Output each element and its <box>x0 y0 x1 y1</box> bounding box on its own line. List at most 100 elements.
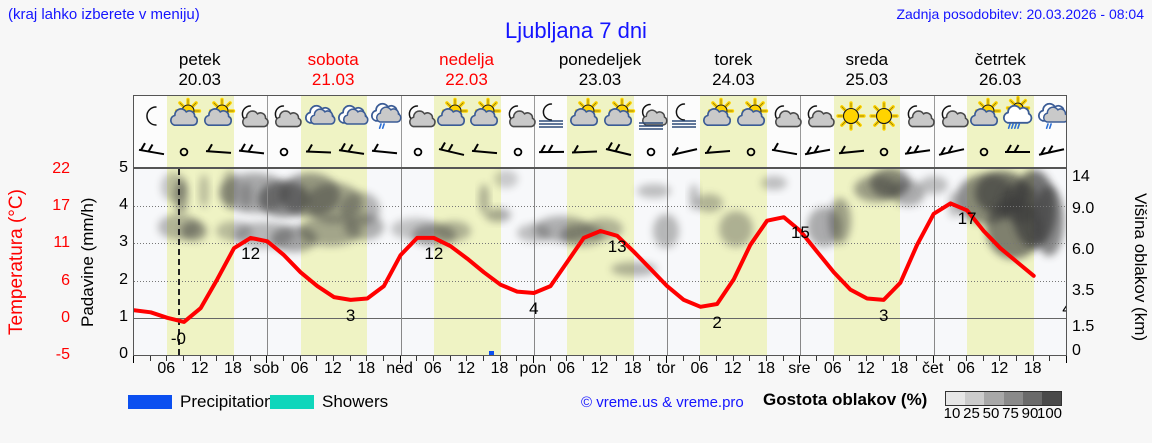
last-update-label: Zadnja posodobitev: 20.03.2026 - 08:04 <box>896 6 1144 22</box>
time-tick <box>832 356 834 361</box>
weather-icon-sun-cloud <box>468 97 502 137</box>
legend-precipitation: Precipitation <box>128 392 274 412</box>
time-label-12: 12 <box>190 360 209 377</box>
time-label-06: 06 <box>557 360 576 377</box>
zero-degree-line <box>134 318 1066 319</box>
cloud-height-tick-9.0: 9.0 <box>1072 199 1095 217</box>
weather-icon-moon-cloud <box>768 97 802 137</box>
weather-icon-sun <box>835 97 868 137</box>
temperature-value-label: 4 <box>529 299 539 318</box>
time-label-12: 12 <box>990 360 1009 377</box>
time-label-12: 12 <box>723 360 742 377</box>
weather-icon-moon-cloud <box>935 97 969 137</box>
time-tick <box>1066 356 1067 363</box>
weather-icon-moon-cloud <box>801 97 836 137</box>
time-tick <box>949 356 951 361</box>
weather-icon-moon-cloud <box>901 97 936 137</box>
weather-icon-sun-cloud <box>202 97 235 137</box>
day-gridline-5 <box>800 169 801 355</box>
time-label-sre: sre <box>788 360 811 377</box>
time-tick <box>266 356 268 363</box>
weather-icon-moon-cloud <box>235 97 269 137</box>
wind-barb-icon <box>1001 138 1034 166</box>
wind-barb-icon <box>801 138 834 166</box>
day-header-4: torek 24.03 <box>667 50 800 92</box>
temperature-value-label: 12 <box>424 243 444 263</box>
wind-barb-icon <box>635 138 668 166</box>
wind-barb-icon <box>935 138 968 166</box>
time-tick <box>699 356 701 361</box>
time-tick <box>249 356 251 361</box>
temperature-tick-0: 0 <box>61 308 70 326</box>
time-tick <box>316 356 318 361</box>
weather-icon-sun-cloud <box>568 97 602 137</box>
temperature-axis-title: Temperatura (°C) <box>6 189 27 336</box>
day-header-row: petek 20.03 sobota 21.03 nedelja 22.03 ponedel… <box>133 50 1067 92</box>
weather-icon-sun-cloud <box>168 97 202 137</box>
weather-icon-sun-cloud <box>701 97 735 137</box>
day-name: torek <box>714 50 753 69</box>
temperature-tick--5: -5 <box>55 346 70 363</box>
time-tick <box>732 356 734 361</box>
day-gridline-4 <box>667 169 668 355</box>
time-tick <box>816 356 818 361</box>
temperature-value-label: -0 <box>170 328 186 348</box>
weather-icon-cloud-rain <box>1001 96 1034 137</box>
day-name: četrtek <box>974 50 1026 69</box>
time-tick <box>149 356 151 361</box>
time-label-12: 12 <box>857 360 875 377</box>
temperature-value-label: 15 <box>790 223 810 243</box>
time-tick <box>599 356 601 361</box>
time-tick <box>932 356 934 363</box>
cloud-density-label-10: 10 <box>943 405 961 422</box>
cloud-density-step-0 <box>946 392 966 405</box>
time-label-06: 06 <box>823 360 842 377</box>
weather-icon-sun-cloud <box>435 97 469 137</box>
time-tick <box>432 356 434 361</box>
day-date: 25.03 <box>845 70 889 89</box>
time-tick <box>366 356 368 361</box>
wind-barb-icon <box>735 138 768 166</box>
time-tick <box>749 356 751 361</box>
cloud-density-step-1 <box>965 392 985 405</box>
time-tick <box>682 356 684 361</box>
time-tick <box>182 356 184 361</box>
time-tick <box>766 356 768 361</box>
time-tick <box>582 356 584 361</box>
weather-icon-sun-cloud <box>602 97 635 137</box>
time-label-06: 06 <box>690 360 709 377</box>
cloud-height-tick-3.5: 3.5 <box>1072 281 1095 299</box>
time-tick <box>416 356 418 361</box>
time-tick <box>532 356 534 363</box>
time-tick <box>299 356 301 361</box>
temperature-value-label: 2 <box>712 312 722 332</box>
time-tick <box>216 356 218 361</box>
wind-barb-icon <box>1035 138 1066 166</box>
day-divider-4 <box>667 96 669 167</box>
time-label-18: 18 <box>890 360 909 377</box>
wind-barb-icon <box>568 138 601 166</box>
time-tick <box>516 356 518 361</box>
precipitation-tick-4: 4 <box>119 196 128 214</box>
wind-barb-icon <box>368 138 401 166</box>
temperature-value-label: 12 <box>241 243 261 263</box>
showers-legend-label: Showers <box>322 392 389 411</box>
weather-icon-moon-fog <box>668 97 701 137</box>
weather-icon-sun-cloud <box>968 97 1002 137</box>
cloud-density-label-50: 50 <box>982 405 1000 422</box>
weather-icon-moon-cloud <box>502 97 536 137</box>
day-name: petek <box>178 50 221 69</box>
daylight-band-3 <box>567 169 634 355</box>
copyright-link[interactable]: © vreme.us & vreme.pro <box>581 394 744 411</box>
meteogram-plot: -012312413215317417613 <box>133 168 1067 356</box>
time-tick <box>399 356 401 363</box>
precipitation-tick-5: 5 <box>119 159 128 176</box>
time-tick <box>133 356 134 363</box>
time-tick <box>466 356 468 361</box>
precipitation-tick-2: 2 <box>119 270 128 288</box>
day-date: 22.03 <box>445 70 488 89</box>
wind-barb-icon <box>968 138 1001 166</box>
time-tick <box>1032 356 1034 361</box>
wind-barb-icon <box>335 138 368 166</box>
day-header-6: četrtek 26.03 <box>934 50 1067 92</box>
